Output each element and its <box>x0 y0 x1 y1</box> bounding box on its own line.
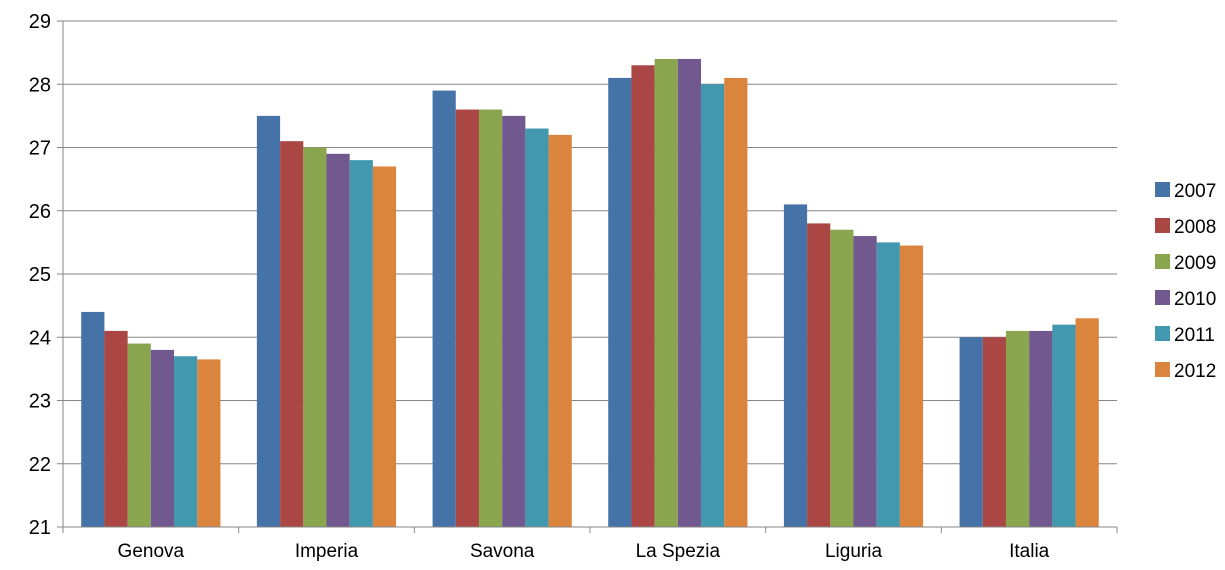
bar-2012-liguria <box>899 245 924 528</box>
bar-2009-genova <box>127 343 151 527</box>
legend-label-2008: 2008 <box>1174 217 1216 238</box>
y-tick-label: 29 <box>29 11 51 33</box>
bar-2008-la-spezia <box>631 65 655 528</box>
legend-label-2007: 2007 <box>1174 181 1216 202</box>
bar-2007-italia <box>959 337 983 527</box>
bars-layer <box>81 58 1099 528</box>
bar-2008-liguria <box>807 223 831 527</box>
x-tick-label: Savona <box>470 541 535 562</box>
bar-2008-savona <box>455 109 479 528</box>
bar-2012-la-spezia <box>724 77 748 528</box>
x-tick-label: La Spezia <box>636 541 721 562</box>
axes-layer <box>57 20 1118 533</box>
bar-2011-savona <box>525 128 549 527</box>
y-tick-label: 23 <box>29 391 51 413</box>
y-tick-label: 26 <box>29 201 51 223</box>
bar-2008-imperia <box>280 141 304 528</box>
bar-2007-liguria <box>783 204 808 528</box>
bar-2011-genova <box>174 356 198 527</box>
y-tick-label: 25 <box>29 264 51 286</box>
legend-swatch-2009 <box>1155 254 1170 269</box>
legend-swatch-2007 <box>1155 182 1170 197</box>
bar-2012-savona <box>548 134 572 527</box>
bar-2007-imperia <box>256 115 281 528</box>
bar-2007-savona <box>432 90 456 527</box>
bar-2011-italia <box>1052 324 1076 527</box>
x-tick-label: Italia <box>1009 541 1050 562</box>
bar-2008-genova <box>104 330 128 527</box>
bar-2011-imperia <box>349 160 373 527</box>
legend-label-2012: 2012 <box>1174 361 1216 382</box>
bar-2010-savona <box>502 115 526 528</box>
legend: 2007 2008 2009 2010 2011 2012 <box>1155 181 1216 382</box>
bar-2012-genova <box>197 359 221 527</box>
bar-2007-la-spezia <box>608 77 632 528</box>
x-tick-label: Liguria <box>825 541 882 562</box>
legend-swatch-2012 <box>1155 362 1170 377</box>
bar-2012-italia <box>1075 318 1099 527</box>
bar-2008-italia <box>982 337 1006 527</box>
bar-2007-genova <box>81 311 105 527</box>
bar-2009-imperia <box>303 147 327 527</box>
bar-2009-liguria <box>830 229 854 528</box>
y-tick-label: 22 <box>29 454 51 476</box>
bar-2011-la-spezia <box>701 84 725 527</box>
y-tick-label: 24 <box>29 327 51 349</box>
x-tick-label: Imperia <box>295 541 359 562</box>
y-tick-label: 28 <box>29 74 51 96</box>
bar-2009-la-spezia <box>654 58 678 527</box>
bar-2012-imperia <box>372 166 397 528</box>
legend-swatch-2011 <box>1155 326 1170 341</box>
legend-swatch-2010 <box>1155 290 1170 305</box>
legend-swatch-2008 <box>1155 218 1170 233</box>
y-tick-labels: 21 22 23 24 25 26 27 28 29 <box>29 11 51 539</box>
bar-2010-italia <box>1029 330 1053 527</box>
bar-2010-genova <box>150 349 175 527</box>
bar-2010-la-spezia <box>677 58 702 527</box>
y-tick-label: 21 <box>29 517 51 539</box>
bar-2011-liguria <box>876 242 900 528</box>
bar-2010-liguria <box>853 236 877 528</box>
x-tick-label: Genova <box>118 541 185 562</box>
x-tick-labels: Genova Imperia Savona La Spezia Liguria Itali… <box>118 541 1050 562</box>
bar-2010-imperia <box>326 153 350 527</box>
legend-label-2010: 2010 <box>1174 289 1216 310</box>
y-tick-label: 27 <box>29 138 51 160</box>
bar-2009-italia <box>1005 330 1030 527</box>
bar-2009-savona <box>478 109 503 528</box>
grid-layer <box>63 20 1117 465</box>
legend-label-2009: 2009 <box>1174 253 1216 274</box>
legend-label-2011: 2011 <box>1174 325 1215 346</box>
